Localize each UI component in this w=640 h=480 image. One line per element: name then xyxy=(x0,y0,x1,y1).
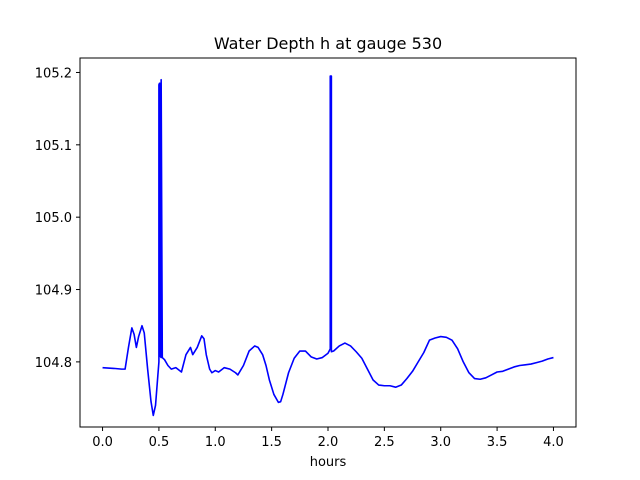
x-tick-label: 0.5 xyxy=(149,435,170,450)
x-tick-label: 3.5 xyxy=(487,435,508,450)
x-tick-label: 3.0 xyxy=(430,435,451,450)
y-axis: 104.8 104.9 105.0 105.1 105.2 xyxy=(35,66,80,371)
plot-frame xyxy=(79,57,577,428)
x-axis-label: hours xyxy=(310,455,347,470)
y-tick-label: 105.0 xyxy=(35,211,72,226)
x-tick-label: 1.0 xyxy=(205,435,226,450)
x-tick-label: 4.0 xyxy=(543,435,564,450)
y-tick-label: 104.9 xyxy=(35,284,72,299)
x-tick-label: 2.0 xyxy=(318,435,339,450)
x-axis: 0.0 0.5 1.0 1.5 2.0 2.5 3.0 3.5 4.0 xyxy=(92,427,564,450)
y-tick-label: 105.1 xyxy=(35,139,72,154)
x-tick-label: 2.5 xyxy=(374,435,395,450)
chart-title: Water Depth h at gauge 530 xyxy=(214,34,442,53)
x-tick-label: 1.5 xyxy=(261,435,282,450)
series-line xyxy=(102,75,554,417)
y-tick-label: 104.8 xyxy=(35,356,72,371)
y-tick-label: 105.2 xyxy=(35,66,72,81)
x-tick-label: 0.0 xyxy=(92,435,113,450)
